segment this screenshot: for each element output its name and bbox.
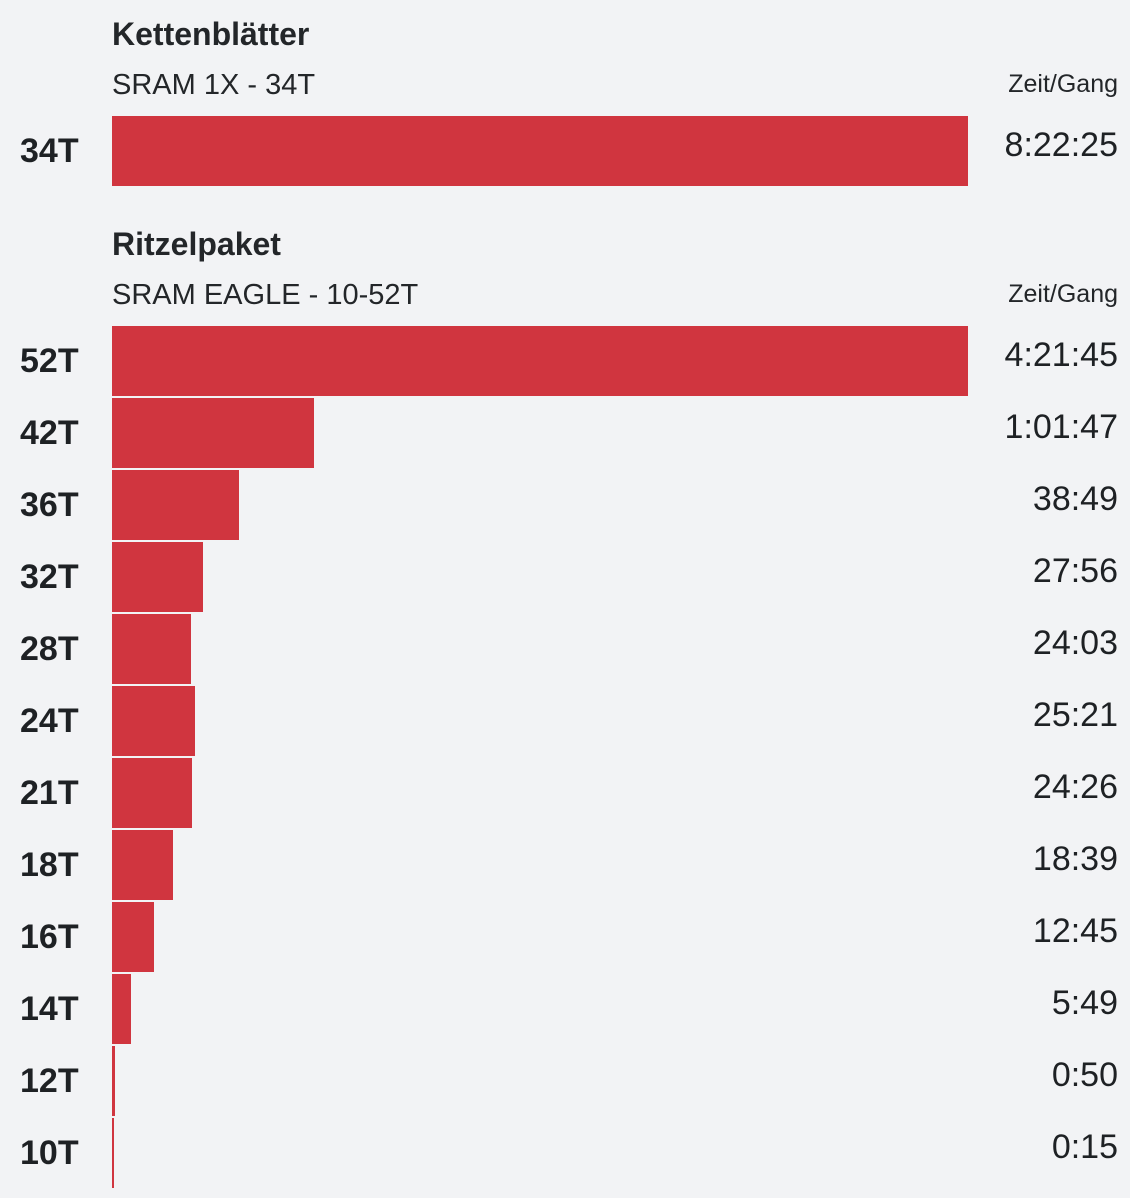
bar-category-label: 32T — [20, 558, 79, 596]
bar-row: 32T 27:56 — [0, 542, 1130, 612]
bar-track — [112, 398, 968, 468]
bar-category-label: 18T — [20, 846, 79, 884]
bar-track — [112, 1118, 968, 1188]
bar-row: 21T 24:26 — [0, 758, 1130, 828]
bar-value-label: 25:21 — [1032, 696, 1118, 734]
bar — [112, 470, 239, 540]
bar — [112, 1046, 115, 1116]
bar — [112, 326, 968, 396]
bar-category-label: 16T — [20, 918, 79, 956]
bar-category-label: 14T — [20, 990, 79, 1028]
bar-category-label: 28T — [20, 630, 79, 668]
bar — [112, 614, 191, 684]
bar-value-label: 5:49 — [1051, 984, 1118, 1022]
bar-row: 24T 25:21 — [0, 686, 1130, 756]
bar-category-label: 36T — [20, 486, 79, 524]
bar-track — [112, 686, 968, 756]
bar-value-label: 38:49 — [1032, 480, 1118, 518]
bar-category-label: 12T — [20, 1062, 79, 1100]
bar-category-label: 34T — [20, 132, 79, 170]
bar-row: 36T 38:49 — [0, 470, 1130, 540]
bar-track — [112, 974, 968, 1044]
bar-value-label: 12:45 — [1032, 912, 1118, 950]
chainring-title: Kettenblätter — [112, 16, 310, 52]
bar — [112, 116, 968, 186]
bar — [112, 542, 203, 612]
bar-row: 16T 12:45 — [0, 902, 1130, 972]
cassette-subtitle: SRAM EAGLE - 10-52T — [112, 279, 419, 311]
cassette-value-header: Zeit/Gang — [1008, 280, 1118, 308]
bar-value-label: 0:15 — [1051, 1128, 1118, 1166]
bar-row: 12T 0:50 — [0, 1046, 1130, 1116]
bar-row: 14T 5:49 — [0, 974, 1130, 1044]
bar — [112, 830, 173, 900]
bar-category-label: 52T — [20, 342, 79, 380]
chainring-subtitle: SRAM 1X - 34T — [112, 69, 316, 101]
bar — [112, 974, 131, 1044]
bar — [112, 902, 154, 972]
bar-value-label: 1:01:47 — [1004, 408, 1118, 446]
bar-track — [112, 614, 968, 684]
bar-category-label: 10T — [20, 1134, 79, 1172]
bar-value-label: 0:50 — [1051, 1056, 1118, 1094]
bar-row: 34T 8:22:25 — [0, 116, 1130, 186]
bar-value-label: 27:56 — [1032, 552, 1118, 590]
bar-value-label: 8:22:25 — [1004, 126, 1118, 164]
bar — [112, 398, 314, 468]
bar-track — [112, 1046, 968, 1116]
bar-row: 18T 18:39 — [0, 830, 1130, 900]
bar — [112, 686, 195, 756]
bar-track — [112, 542, 968, 612]
bar-category-label: 24T — [20, 702, 79, 740]
bar-track — [112, 116, 968, 186]
chainring-value-header: Zeit/Gang — [1008, 70, 1118, 98]
bar-row: 52T 4:21:45 — [0, 326, 1130, 396]
bar-row: 42T 1:01:47 — [0, 398, 1130, 468]
bar-track — [112, 470, 968, 540]
bar-value-label: 24:26 — [1032, 768, 1118, 806]
bar-row: 28T 24:03 — [0, 614, 1130, 684]
bar-row: 10T 0:15 — [0, 1118, 1130, 1188]
bar-track — [112, 902, 968, 972]
bar — [112, 758, 192, 828]
bar-track — [112, 326, 968, 396]
bar — [112, 1118, 114, 1188]
cassette-title: Ritzelpaket — [112, 226, 281, 262]
bar-category-label: 42T — [20, 414, 79, 452]
bar-value-label: 4:21:45 — [1004, 336, 1118, 374]
bar-category-label: 21T — [20, 774, 79, 812]
bar-value-label: 18:39 — [1032, 840, 1118, 878]
bar-track — [112, 830, 968, 900]
bar-value-label: 24:03 — [1032, 624, 1118, 662]
bar-track — [112, 758, 968, 828]
